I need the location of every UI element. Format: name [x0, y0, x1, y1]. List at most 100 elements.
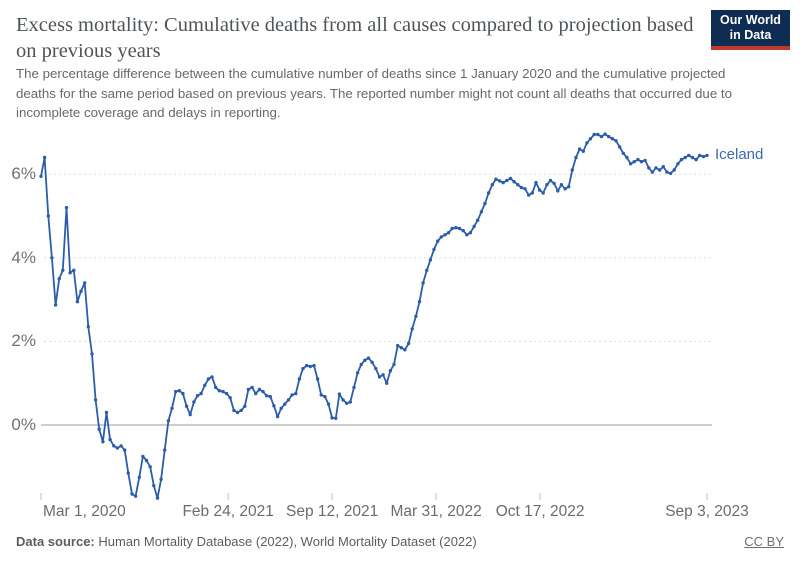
data-point-marker[interactable] [86, 325, 91, 329]
data-point-marker[interactable] [472, 224, 476, 229]
data-point-marker[interactable] [497, 179, 502, 183]
data-point-marker[interactable] [556, 189, 560, 193]
data-point-marker[interactable] [239, 408, 243, 413]
data-point-marker[interactable] [50, 256, 54, 260]
data-point-marker[interactable] [155, 496, 160, 500]
data-point-marker[interactable] [661, 165, 665, 169]
data-point-marker[interactable] [297, 377, 302, 381]
data-point-marker[interactable] [516, 183, 520, 187]
data-point-marker[interactable] [159, 477, 163, 481]
data-point-marker[interactable] [654, 166, 658, 170]
data-point-marker[interactable] [112, 444, 116, 448]
data-point-marker[interactable] [163, 448, 167, 452]
data-point-marker[interactable] [359, 362, 363, 367]
data-point-marker[interactable] [101, 440, 105, 444]
data-point-marker[interactable] [548, 178, 553, 183]
data-point-marker[interactable] [519, 185, 524, 190]
data-point-marker[interactable] [486, 191, 491, 195]
data-point-marker[interactable] [530, 191, 534, 195]
data-point-marker[interactable] [64, 205, 69, 210]
data-point-marker[interactable] [465, 233, 469, 237]
data-point-marker[interactable] [396, 343, 400, 348]
data-point-marker[interactable] [454, 226, 458, 230]
data-point-marker[interactable] [399, 346, 403, 350]
data-point-marker[interactable] [312, 363, 316, 368]
data-point-marker[interactable] [264, 394, 269, 398]
data-point-marker[interactable] [585, 141, 589, 145]
data-point-marker[interactable] [279, 406, 283, 410]
data-point-marker[interactable] [42, 155, 47, 160]
data-point-marker[interactable] [570, 168, 574, 172]
data-point-marker[interactable] [39, 174, 43, 178]
data-point-marker[interactable] [639, 160, 644, 164]
data-point-marker[interactable] [537, 188, 542, 192]
data-point-marker[interactable] [228, 396, 232, 400]
data-point-marker[interactable] [592, 132, 596, 137]
data-point-marker[interactable] [523, 187, 527, 191]
data-point-marker[interactable] [425, 268, 429, 272]
data-point-marker[interactable] [97, 427, 101, 431]
data-point-marker[interactable] [650, 170, 655, 174]
data-point-marker[interactable] [694, 157, 698, 162]
data-point-marker[interactable] [283, 402, 287, 406]
data-point-marker[interactable] [596, 132, 600, 137]
data-point-marker[interactable] [294, 391, 298, 396]
data-point-marker[interactable] [374, 366, 378, 371]
data-point-marker[interactable] [366, 356, 371, 360]
data-point-marker[interactable] [679, 157, 684, 162]
data-point-marker[interactable] [214, 385, 218, 390]
data-point-marker[interactable] [199, 391, 203, 396]
data-point-marker[interactable] [53, 303, 58, 307]
series-label-iceland[interactable]: Iceland [715, 146, 764, 164]
data-point-marker[interactable] [508, 176, 513, 181]
owid-logo[interactable]: Our World in Data [711, 10, 790, 50]
data-point-marker[interactable] [308, 364, 312, 369]
data-point-marker[interactable] [61, 268, 65, 272]
data-point-marker[interactable] [414, 314, 418, 318]
data-point-marker[interactable] [268, 394, 272, 399]
data-point-marker[interactable] [643, 158, 647, 163]
data-point-marker[interactable] [224, 391, 229, 396]
data-point-marker[interactable] [330, 416, 334, 420]
data-point-marker[interactable] [315, 377, 320, 381]
data-point-marker[interactable] [494, 177, 498, 181]
data-point-marker[interactable] [235, 410, 240, 415]
data-point-marker[interactable] [192, 400, 196, 404]
data-point-marker[interactable] [348, 400, 352, 404]
data-point-marker[interactable] [290, 393, 294, 397]
data-point-marker[interactable] [428, 258, 433, 262]
data-point-marker[interactable] [636, 157, 640, 162]
data-point-marker[interactable] [93, 398, 98, 402]
data-point-marker[interactable] [352, 385, 356, 390]
data-point-marker[interactable] [483, 201, 487, 206]
data-point-marker[interactable] [72, 268, 76, 272]
data-point-marker[interactable] [90, 352, 94, 356]
data-point-marker[interactable] [126, 471, 130, 475]
data-point-marker[interactable] [468, 231, 473, 235]
data-point-marker[interactable] [341, 398, 345, 402]
data-point-marker[interactable] [559, 183, 564, 187]
data-point-marker[interactable] [123, 448, 127, 452]
data-point-marker[interactable] [443, 233, 447, 237]
data-point-marker[interactable] [46, 214, 50, 218]
data-point-marker[interactable] [672, 168, 676, 172]
data-point-marker[interactable] [676, 162, 680, 166]
data-point-marker[interactable] [68, 271, 72, 275]
data-point-marker[interactable] [563, 187, 567, 191]
data-point-marker[interactable] [628, 162, 633, 166]
data-point-marker[interactable] [541, 191, 545, 195]
data-point-marker[interactable] [588, 137, 593, 141]
data-point-marker[interactable] [370, 360, 374, 364]
data-point-marker[interactable] [181, 391, 185, 396]
data-point-marker[interactable] [119, 444, 123, 448]
data-point-marker[interactable] [574, 155, 578, 160]
data-point-marker[interactable] [385, 381, 389, 385]
data-point-marker[interactable] [363, 358, 367, 362]
data-point-marker[interactable] [210, 375, 214, 379]
data-point-marker[interactable] [632, 160, 636, 164]
data-point-marker[interactable] [658, 168, 662, 172]
data-point-marker[interactable] [512, 180, 516, 184]
data-point-marker[interactable] [345, 401, 349, 405]
data-point-marker[interactable] [665, 170, 669, 174]
data-point-marker[interactable] [133, 494, 138, 498]
